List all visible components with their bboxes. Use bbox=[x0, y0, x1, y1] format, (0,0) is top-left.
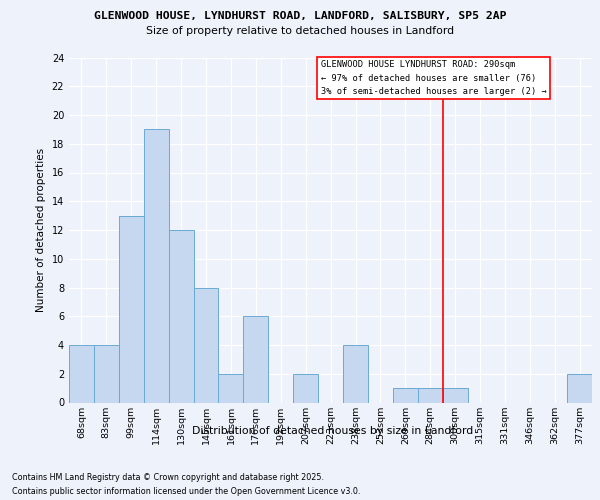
Bar bbox=[144, 130, 169, 402]
Bar bbox=[343, 345, 368, 403]
Text: GLENWOOD HOUSE LYNDHURST ROAD: 290sqm
← 97% of detached houses are smaller (76)
: GLENWOOD HOUSE LYNDHURST ROAD: 290sqm ← … bbox=[320, 60, 547, 96]
Bar bbox=[218, 374, 244, 402]
Bar bbox=[393, 388, 418, 402]
Y-axis label: Number of detached properties: Number of detached properties bbox=[36, 148, 46, 312]
Text: Contains public sector information licensed under the Open Government Licence v3: Contains public sector information licen… bbox=[12, 488, 361, 496]
Text: Size of property relative to detached houses in Landford: Size of property relative to detached ho… bbox=[146, 26, 454, 36]
Bar bbox=[94, 345, 119, 403]
Text: Distribution of detached houses by size in Landford: Distribution of detached houses by size … bbox=[193, 426, 473, 436]
Bar bbox=[293, 374, 318, 402]
Text: Contains HM Land Registry data © Crown copyright and database right 2025.: Contains HM Land Registry data © Crown c… bbox=[12, 472, 324, 482]
Bar bbox=[194, 288, 218, 403]
Bar bbox=[169, 230, 194, 402]
Bar bbox=[69, 345, 94, 403]
Bar bbox=[244, 316, 268, 402]
Bar bbox=[119, 216, 144, 402]
Bar bbox=[443, 388, 467, 402]
Bar bbox=[567, 374, 592, 402]
Bar bbox=[418, 388, 443, 402]
Text: GLENWOOD HOUSE, LYNDHURST ROAD, LANDFORD, SALISBURY, SP5 2AP: GLENWOOD HOUSE, LYNDHURST ROAD, LANDFORD… bbox=[94, 11, 506, 21]
